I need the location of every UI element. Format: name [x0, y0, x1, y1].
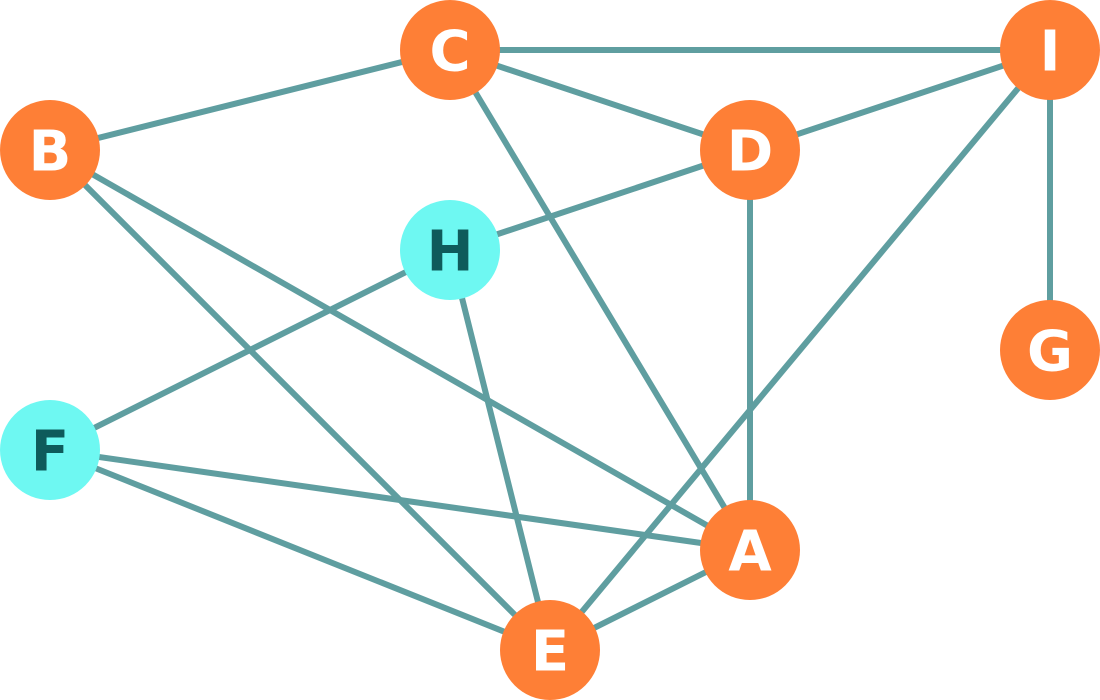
edge-i-e: [547, 47, 1053, 653]
node-h-label: H: [427, 220, 474, 285]
node-b-circle: [0, 100, 100, 200]
node-i-circle: [1000, 0, 1100, 100]
node-f: F: [0, 400, 100, 500]
edge-d-i: [747, 47, 1053, 153]
edge-c-a: [447, 47, 753, 553]
node-h: H: [400, 200, 500, 300]
node-b: B: [0, 100, 100, 200]
node-e-circle: [500, 600, 600, 700]
node-c-label: C: [429, 20, 470, 85]
node-a-label: A: [728, 520, 772, 585]
node-h-circle: [400, 200, 500, 300]
node-d-label: D: [727, 120, 773, 185]
edge-b-e: [47, 147, 553, 653]
node-i: I: [1000, 0, 1100, 100]
node-b-label: B: [29, 120, 72, 185]
edge-b-c: [47, 47, 453, 153]
node-d: D: [700, 100, 800, 200]
node-e: E: [500, 600, 600, 700]
edge-h-e: [447, 247, 553, 653]
edge-layer: [47, 47, 1053, 653]
edge-d-h: [447, 147, 753, 253]
node-f-circle: [0, 400, 100, 500]
node-g-label: G: [1027, 320, 1073, 385]
node-e-label: E: [531, 620, 569, 685]
edge-c-d: [447, 47, 753, 153]
node-g-circle: [1000, 300, 1100, 400]
node-c-circle: [400, 0, 500, 100]
node-a-circle: [700, 500, 800, 600]
edge-f-e: [47, 447, 553, 653]
edge-b-a: [47, 147, 753, 553]
node-i-label: I: [1040, 20, 1061, 85]
node-d-circle: [700, 100, 800, 200]
node-a: A: [700, 500, 800, 600]
node-g: G: [1000, 300, 1100, 400]
edge-f-a: [47, 447, 753, 553]
edge-h-f: [47, 247, 453, 453]
node-c: C: [400, 0, 500, 100]
node-f-label: F: [31, 420, 69, 485]
